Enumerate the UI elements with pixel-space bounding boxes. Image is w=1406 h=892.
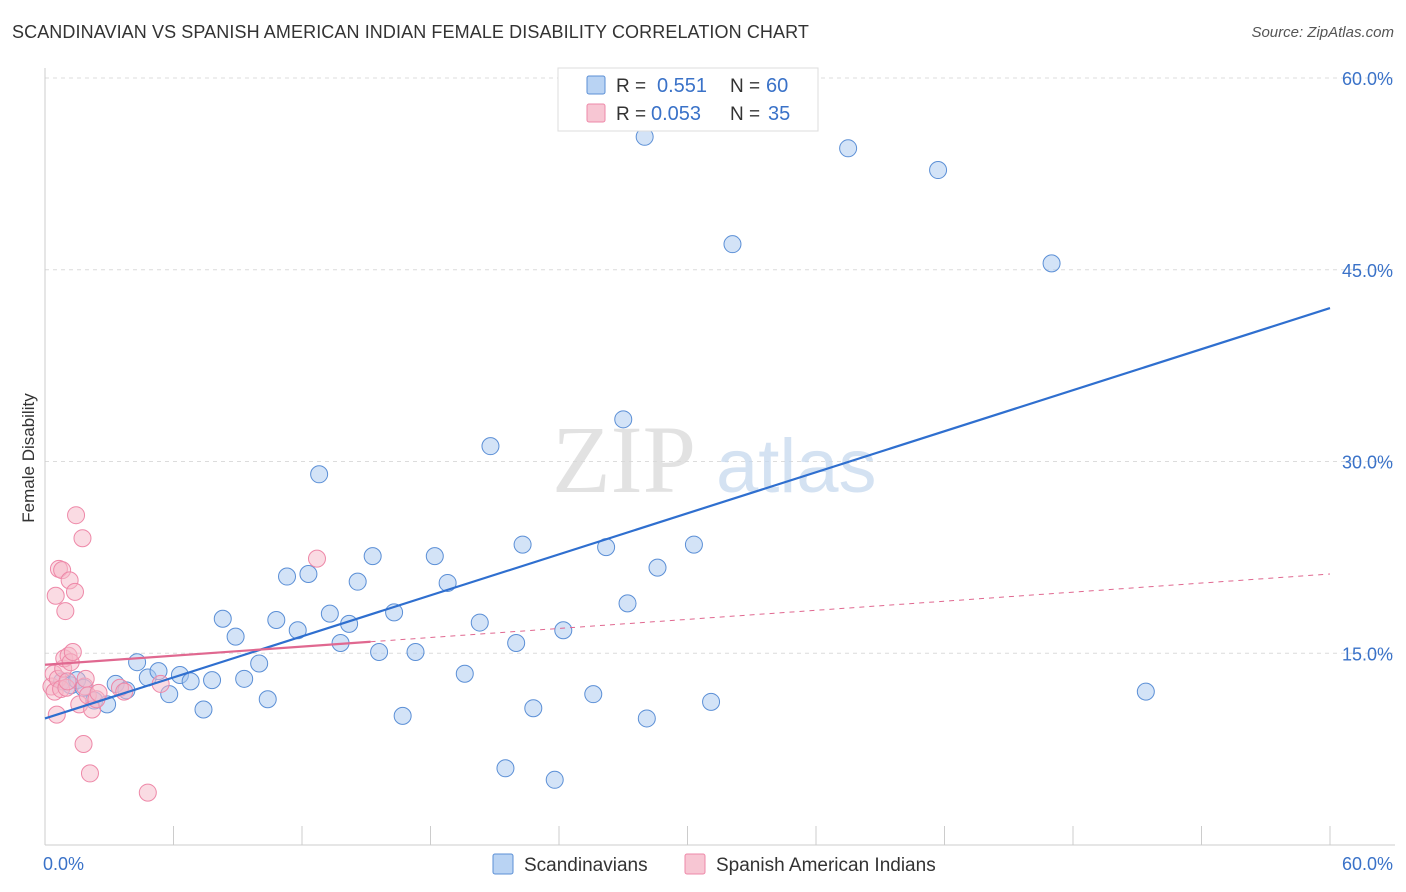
point-spanish-american-indians (58, 672, 77, 691)
point-scandinavians (507, 634, 526, 653)
point-scandinavians (614, 410, 633, 429)
point-scandinavians (438, 573, 457, 592)
legend-n-label: N = (730, 76, 760, 97)
point-scandinavians (320, 604, 339, 623)
legend-r-value: 0.053 (651, 103, 701, 125)
point-scandinavians (310, 465, 329, 484)
point-scandinavians (235, 669, 254, 688)
point-scandinavians (203, 671, 222, 690)
point-scandinavians (470, 613, 489, 632)
trend-line-spanish-american-indians-dashed (370, 573, 1331, 643)
legend-n-label: N = (730, 104, 760, 125)
point-spanish-american-indians (65, 582, 84, 601)
point-spanish-american-indians (73, 529, 92, 548)
legend-r-value: 0.551 (657, 75, 707, 97)
point-scandinavians (513, 535, 532, 554)
point-scandinavians (929, 161, 948, 180)
point-scandinavians (406, 642, 425, 661)
legend-swatch-spanish-american-indians (586, 103, 606, 123)
point-scandinavians (226, 627, 245, 646)
legend-top: R = 0.551 N = 60 R = 0.053 N = 35 (557, 67, 819, 132)
point-scandinavians (839, 139, 858, 158)
watermark: ZIP atlas (552, 406, 877, 513)
point-spanish-american-indians (138, 783, 157, 802)
y-tick-label: 30.0% (1342, 453, 1393, 473)
point-scandinavians (194, 700, 213, 719)
point-spanish-american-indians (80, 764, 99, 783)
point-spanish-american-indians (115, 682, 134, 701)
point-scandinavians (278, 567, 297, 586)
legend-top-row-1: R = 0.551 N = 60 (586, 75, 788, 97)
x-tick-labels: 0.0% 60.0% (43, 854, 1393, 874)
point-scandinavians (1042, 254, 1061, 273)
y-tick-label: 60.0% (1342, 69, 1393, 89)
legend-r-label: R = (616, 104, 646, 125)
point-spanish-american-indians (56, 602, 75, 621)
legend-top-row-2: R = 0.053 N = 35 (586, 103, 790, 125)
point-scandinavians (618, 594, 637, 613)
point-spanish-american-indians (46, 586, 65, 605)
point-scandinavians (1136, 682, 1155, 701)
point-scandinavians (554, 621, 573, 640)
point-scandinavians (455, 664, 474, 683)
x-tick-label: 60.0% (1342, 854, 1393, 874)
legend-n-value: 60 (766, 75, 788, 97)
point-scandinavians (524, 699, 543, 718)
point-scandinavians (250, 654, 269, 673)
point-spanish-american-indians (67, 506, 86, 525)
trend-line-spanish-american-indians (44, 640, 371, 666)
point-scandinavians (128, 653, 147, 672)
x-tick-label: 0.0% (43, 854, 84, 874)
legend-r-label: R = (616, 76, 646, 97)
grid-lines (45, 77, 1395, 654)
source-label: Source: ZipAtlas.com (1251, 24, 1394, 41)
point-spanish-american-indians (63, 642, 82, 661)
point-scandinavians (393, 706, 412, 725)
point-scandinavians (267, 611, 286, 630)
trend-lines (44, 307, 1331, 720)
point-scandinavians (481, 437, 500, 456)
point-scandinavians (496, 759, 515, 778)
legend-swatch-spanish-american-indians (684, 853, 706, 875)
point-spanish-american-indians (74, 735, 93, 754)
point-scandinavians (299, 564, 318, 583)
point-scandinavians (648, 558, 667, 577)
point-scandinavians (258, 690, 277, 709)
legend-n-value: 35 (768, 103, 790, 125)
point-scandinavians (545, 770, 564, 789)
y-tick-label: 45.0% (1342, 261, 1393, 281)
axes (44, 68, 1395, 846)
legend-swatch-scandinavians (586, 75, 606, 95)
point-scandinavians (637, 709, 656, 728)
trend-line-scandinavians (44, 307, 1331, 720)
point-scandinavians (425, 547, 444, 566)
point-spanish-american-indians (307, 549, 326, 568)
point-scandinavians (702, 692, 721, 711)
chart-title: SCANDINAVIAN VS SPANISH AMERICAN INDIAN … (12, 22, 809, 42)
legend-swatch-scandinavians (492, 853, 514, 875)
point-scandinavians (723, 235, 742, 254)
legend-bottom: Scandinavians Spanish American Indians (492, 853, 936, 876)
point-scandinavians (348, 572, 367, 591)
y-tick-label: 15.0% (1342, 644, 1393, 664)
y-axis-label: Female Disability (19, 393, 38, 523)
point-scandinavians (213, 609, 232, 628)
legend-label-scandinavians: Scandinavians (524, 855, 648, 876)
point-spanish-american-indians (76, 669, 95, 688)
point-scandinavians (370, 642, 389, 661)
point-scandinavians (363, 547, 382, 566)
y-tick-labels: 15.0% 30.0% 45.0% 60.0% (1342, 69, 1393, 664)
legend-label-spanish-american-indians: Spanish American Indians (716, 855, 936, 876)
point-scandinavians (684, 535, 703, 554)
point-scandinavians (584, 685, 603, 704)
point-scandinavians (181, 672, 200, 691)
